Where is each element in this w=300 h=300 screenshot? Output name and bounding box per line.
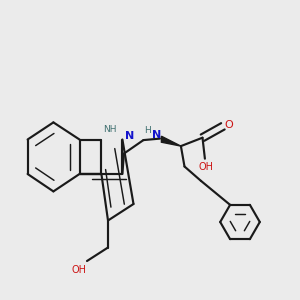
Text: OH: OH bbox=[72, 265, 87, 275]
Polygon shape bbox=[161, 136, 181, 146]
Text: N: N bbox=[125, 131, 134, 141]
Text: H: H bbox=[145, 126, 151, 135]
Text: O: O bbox=[224, 120, 233, 130]
Text: NH: NH bbox=[103, 125, 116, 134]
Text: OH: OH bbox=[199, 162, 214, 172]
Text: N: N bbox=[152, 130, 161, 140]
